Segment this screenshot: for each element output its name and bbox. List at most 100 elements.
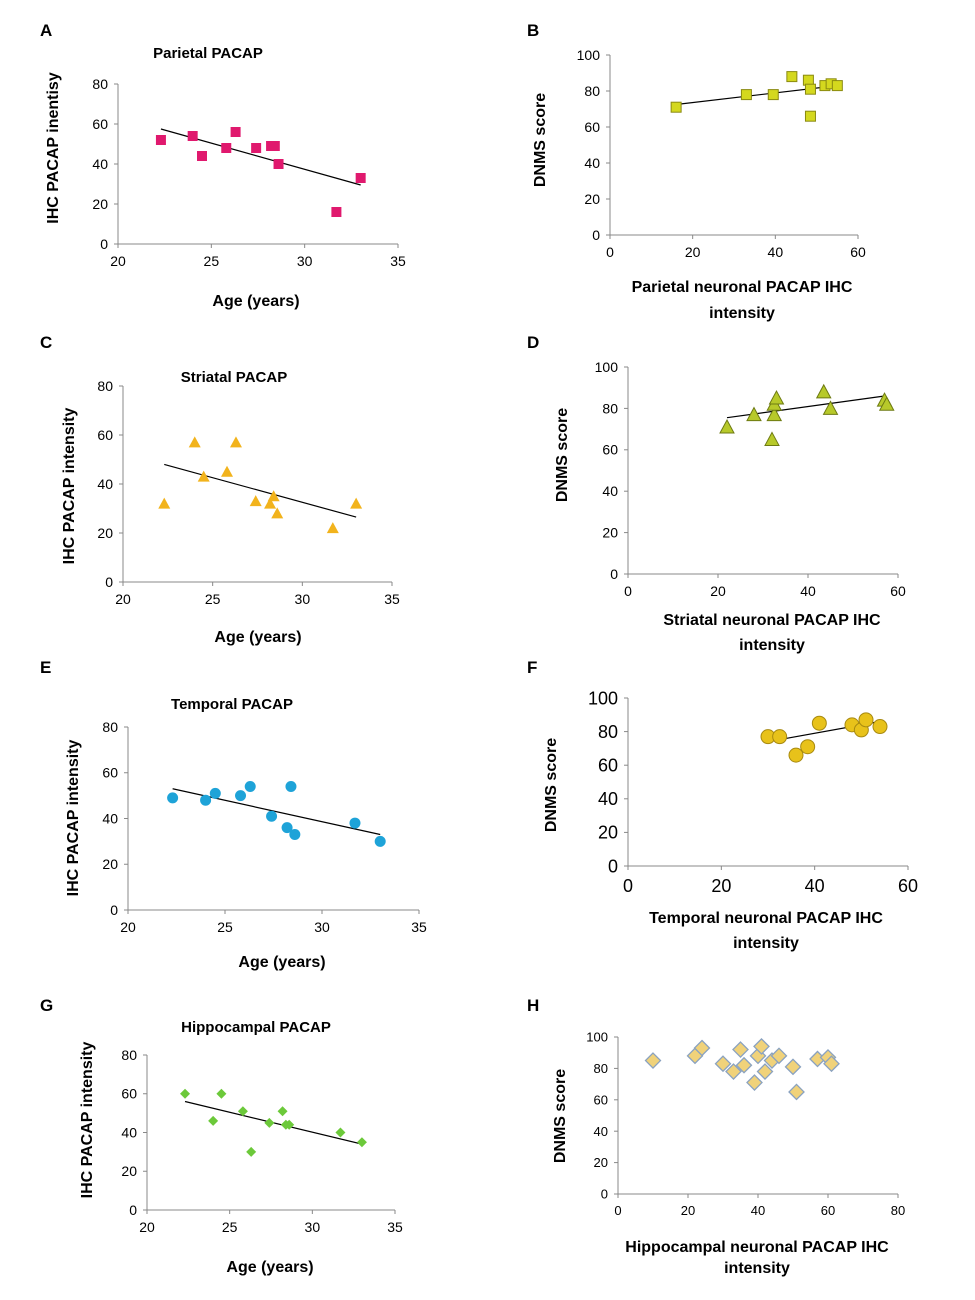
data-point [811, 715, 827, 731]
data-point [208, 1115, 219, 1126]
data-point [289, 829, 301, 841]
data-point [670, 101, 682, 113]
x-tick-label: 25 [205, 591, 221, 607]
x-tick-label: 35 [411, 919, 427, 935]
y-tick-label: 0 [601, 1187, 608, 1202]
x-tick-label: 25 [222, 1219, 238, 1235]
data-point [229, 436, 242, 448]
x-tick-label: 30 [295, 591, 311, 607]
data-point [230, 127, 241, 137]
data-point [746, 1074, 763, 1091]
y-tick-label: 0 [100, 236, 108, 252]
x-axis-label: Parietal neuronal PACAP IHC [632, 279, 853, 296]
y-tick-label: 0 [610, 566, 618, 582]
y-tick-label: 80 [598, 722, 618, 742]
x-axis-label: Striatal neuronal PACAP IHC [663, 612, 881, 629]
y-tick-label: 100 [586, 1030, 608, 1045]
data-point [277, 1106, 288, 1117]
data-point [349, 817, 361, 829]
chart-panel-d: D 0 20 40 60 0 20 40 60 80 100 Striatal neuronal PA… [527, 333, 906, 654]
y-tick-label: 0 [592, 227, 600, 243]
y-tick-label: 100 [588, 688, 618, 708]
data-point [350, 497, 363, 509]
data-point [221, 465, 234, 477]
data-point [644, 1052, 662, 1069]
data-point [158, 497, 171, 509]
x-tick-label: 35 [387, 1219, 403, 1235]
chart-panel-h: H 0 20 40 60 80 0 20 40 60 80 100 Hippocampal neuron… [527, 996, 905, 1277]
x-tick-label: 40 [800, 583, 816, 599]
x-tick-label: 20 [139, 1219, 155, 1235]
x-tick-label: 20 [710, 583, 726, 599]
panel-letter: H [527, 996, 539, 1015]
y-tick-label: 60 [92, 116, 108, 132]
x-tick-label: 0 [623, 876, 633, 896]
y-tick-label: 20 [598, 823, 618, 843]
y-tick-label: 60 [102, 765, 118, 781]
x-tick-label: 25 [204, 253, 220, 269]
data-point [273, 159, 284, 169]
data-point [281, 822, 293, 834]
data-point [374, 835, 386, 847]
y-axis-label: IHC PACAP intensity [61, 408, 78, 565]
data-point [155, 135, 166, 145]
panel-letter: G [40, 996, 53, 1015]
panel-letter: B [527, 21, 539, 40]
data-point [804, 83, 816, 95]
y-tick-label: 60 [594, 1092, 608, 1107]
y-tick-label: 40 [102, 810, 118, 826]
y-tick-label: 40 [594, 1124, 608, 1139]
data-point [266, 810, 278, 822]
data-point [335, 1127, 346, 1138]
data-point [209, 787, 221, 799]
data-point [767, 89, 779, 101]
data-point [872, 719, 888, 735]
data-point [200, 794, 212, 806]
x-tick-label: 80 [891, 1203, 905, 1218]
y-axis-label: DNMS score [554, 408, 571, 502]
data-point [753, 1038, 770, 1055]
data-point [188, 436, 201, 448]
data-point [284, 1119, 295, 1130]
panel-letter: D [527, 333, 539, 352]
x-tick-label: 20 [120, 919, 136, 935]
data-point [331, 207, 342, 217]
x-axis-label: Age (years) [214, 629, 301, 646]
data-point [244, 780, 256, 792]
x-tick-label: 40 [805, 876, 825, 896]
data-point [693, 1039, 711, 1057]
y-tick-label: 60 [598, 756, 618, 776]
x-tick-label: 60 [821, 1203, 835, 1218]
x-tick-label: 60 [898, 876, 918, 896]
data-point [356, 1137, 367, 1148]
x-tick-label: 30 [297, 253, 313, 269]
data-point [271, 507, 284, 519]
data-point [249, 495, 262, 507]
y-tick-label: 0 [105, 574, 113, 590]
data-point [786, 71, 798, 83]
data-point [197, 151, 207, 161]
x-tick-label: 35 [384, 591, 400, 607]
data-point [788, 747, 804, 763]
data-point [180, 1088, 191, 1099]
y-tick-label: 0 [129, 1202, 137, 1218]
x-axis-label: Age (years) [226, 1259, 313, 1276]
x-tick-label: 20 [681, 1203, 695, 1218]
x-tick-label: 40 [768, 244, 784, 260]
x-axis-label: Age (years) [238, 954, 325, 971]
data-point [264, 497, 277, 509]
x-tick-label: 60 [890, 583, 906, 599]
chart-title: Hippocampal PACAP [181, 1019, 331, 1036]
data-point [735, 1056, 753, 1074]
data-point [187, 131, 198, 141]
x-tick-label: 30 [314, 919, 330, 935]
y-tick-label: 60 [602, 442, 618, 458]
y-tick-label: 40 [92, 156, 108, 172]
data-point [235, 790, 247, 802]
x-axis-label-line2: intensity [709, 305, 775, 322]
y-tick-label: 40 [602, 483, 618, 499]
x-axis-label-line2: intensity [724, 1260, 790, 1277]
